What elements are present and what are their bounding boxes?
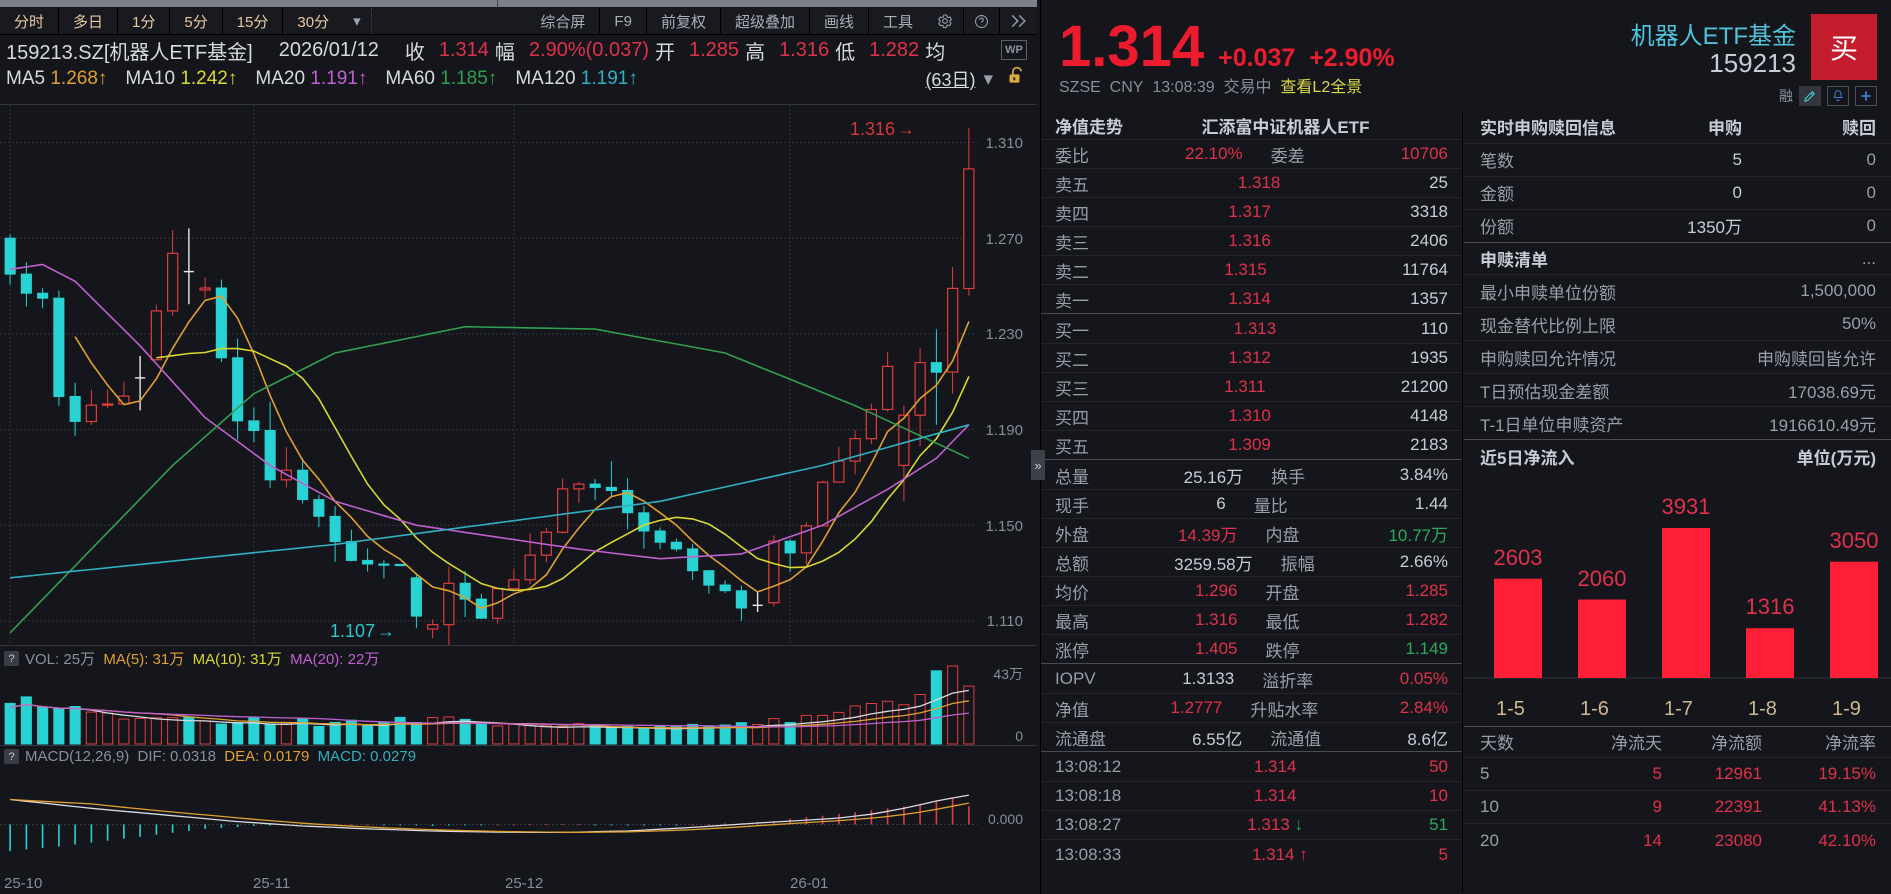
svg-text:1316: 1316 <box>1746 594 1795 619</box>
svg-text:2603: 2603 <box>1494 545 1543 570</box>
svg-text:3931: 3931 <box>1662 494 1711 519</box>
svg-text:2060: 2060 <box>1578 566 1627 591</box>
svg-text:3050: 3050 <box>1830 528 1879 553</box>
